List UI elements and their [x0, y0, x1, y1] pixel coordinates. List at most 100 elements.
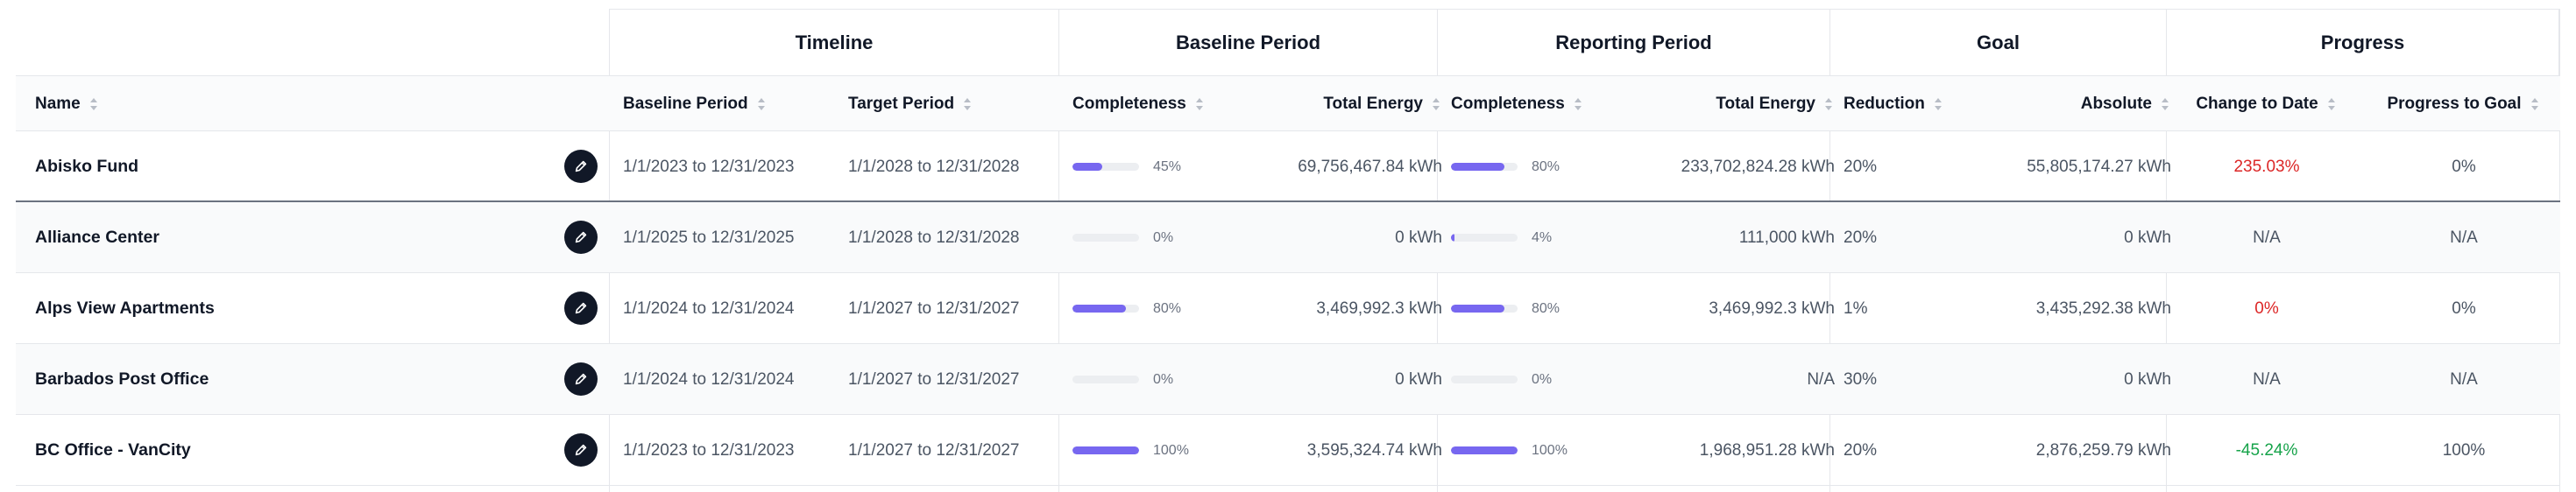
row-name: Alliance Center — [35, 228, 159, 247]
row-progress-to-goal: 0% — [2452, 157, 2476, 176]
sort-icon[interactable] — [2529, 96, 2541, 112]
progress-percent: 100% — [1532, 442, 1568, 458]
progress-percent: 0% — [1532, 371, 1553, 387]
table-row[interactable]: Abisko Fund 1/1/2023 to 12/31/2023 1/1/2… — [16, 131, 2560, 202]
pencil-icon — [575, 373, 587, 385]
baseline-completeness: 0% — [1072, 202, 1192, 273]
row-baseline-period: 1/1/2025 to 12/31/2025 — [623, 228, 795, 247]
group-header-timeline: Timeline — [609, 9, 1058, 75]
progress-bar-track — [1451, 376, 1518, 383]
column-header-label: Target Period — [848, 95, 955, 113]
row-target-period: 1/1/2028 to 12/31/2028 — [848, 228, 1020, 247]
column-header-absolute[interactable]: Absolute — [1996, 76, 2171, 132]
row-reduction: 30% — [1844, 369, 1878, 389]
row-reduction: 20% — [1844, 440, 1878, 460]
group-header-reporting: Reporting Period — [1437, 9, 1829, 75]
row-reduction: 20% — [1844, 228, 1878, 247]
edit-button[interactable] — [564, 362, 598, 396]
column-header-label: Completeness — [1451, 95, 1565, 113]
row-change-to-date: -45.24% — [2235, 440, 2298, 460]
column-header-baseline-completeness[interactable]: Completeness — [1072, 76, 1206, 132]
edit-button[interactable] — [564, 292, 598, 325]
progress-bar-track — [1072, 163, 1139, 171]
progress-bar-track — [1072, 376, 1139, 383]
row-name: Abisko Fund — [35, 157, 139, 176]
column-header-label: Change to Date — [2196, 95, 2318, 113]
row-target-period: 1/1/2027 to 12/31/2027 — [848, 369, 1020, 389]
progress-bar-fill — [1072, 163, 1103, 171]
row-target-period: 1/1/2028 to 12/31/2028 — [848, 157, 1020, 176]
baseline-completeness: 45% — [1072, 131, 1192, 202]
row-name: Alps View Apartments — [35, 299, 215, 318]
column-header-change-to-date[interactable]: Change to Date — [2166, 76, 2367, 132]
group-header-progress: Progress — [2166, 9, 2559, 75]
row-change-to-date: 0% — [2254, 299, 2279, 318]
pencil-icon — [575, 444, 587, 456]
group-header-baseline: Baseline Period — [1058, 9, 1437, 75]
progress-percent: 0% — [1153, 229, 1174, 245]
row-reporting-total-energy: 233,702,824.28 kWh — [1681, 157, 1835, 176]
reporting-completeness: 80% — [1451, 273, 1570, 344]
row-baseline-total-energy: 0 kWh — [1395, 369, 1442, 389]
column-header-reporting-total-energy[interactable]: Total Energy — [1654, 76, 1835, 132]
sort-icon[interactable] — [88, 96, 100, 112]
sort-icon[interactable] — [1932, 96, 1944, 112]
sort-icon[interactable] — [1822, 96, 1835, 112]
row-reporting-total-energy: 3,469,992.3 kWh — [1709, 299, 1835, 318]
edit-button[interactable] — [564, 221, 598, 254]
row-baseline-total-energy: 3,595,324.74 kWh — [1306, 440, 1442, 460]
sort-icon[interactable] — [755, 96, 768, 112]
row-baseline-period: 1/1/2024 to 12/31/2024 — [623, 369, 795, 389]
row-absolute: 3,435,292.38 kWh — [2035, 299, 2171, 318]
edit-button[interactable] — [564, 433, 598, 467]
row-change-to-date: N/A — [2253, 228, 2281, 247]
progress-bar-track — [1451, 305, 1518, 313]
row-change-to-date: 235.03% — [2233, 157, 2300, 176]
baseline-completeness: 0% — [1072, 344, 1192, 415]
group-header-goal: Goal — [1829, 9, 2166, 75]
row-absolute: 2,876,259.79 kWh — [2035, 440, 2171, 460]
progress-bar-fill — [1072, 305, 1126, 313]
progress-bar-track — [1072, 446, 1139, 454]
table-row[interactable]: Barbados Post Office 1/1/2024 to 12/31/2… — [16, 344, 2560, 415]
column-header-name[interactable]: Name — [35, 76, 100, 132]
column-header-baseline-period[interactable]: Baseline Period — [623, 76, 768, 132]
progress-bar-track — [1451, 234, 1518, 242]
sort-icon[interactable] — [1572, 96, 1584, 112]
progress-bar-fill — [1451, 234, 1454, 242]
baseline-completeness: 80% — [1072, 273, 1192, 344]
column-header-row: Name Baseline Period Target Period Compl… — [16, 75, 2560, 131]
row-progress-to-goal: 100% — [2442, 440, 2486, 460]
pencil-icon — [575, 302, 587, 314]
column-header-progress-to-goal[interactable]: Progress to Goal — [2367, 76, 2560, 132]
edit-button[interactable] — [564, 150, 598, 183]
table-row[interactable]: Alliance Center 1/1/2025 to 12/31/2025 1… — [16, 202, 2560, 273]
sort-icon[interactable] — [1430, 96, 1442, 112]
row-absolute: 0 kWh — [2124, 228, 2171, 247]
progress-percent: 100% — [1153, 442, 1189, 458]
column-header-label: Absolute — [2080, 95, 2152, 113]
row-target-period: 1/1/2027 to 12/31/2027 — [848, 299, 1020, 318]
column-header-baseline-total-energy[interactable]: Total Energy — [1260, 76, 1442, 132]
progress-bar-track — [1072, 234, 1139, 242]
progress-bar-fill — [1451, 163, 1504, 171]
table-row[interactable]: Alps View Apartments 1/1/2024 to 12/31/2… — [16, 273, 2560, 344]
table-row[interactable]: BC Office - VanCity 1/1/2023 to 12/31/20… — [16, 415, 2560, 486]
sort-icon[interactable] — [1193, 96, 1206, 112]
row-baseline-period: 1/1/2024 to 12/31/2024 — [623, 299, 795, 318]
column-header-target-period[interactable]: Target Period — [848, 76, 973, 132]
row-reporting-total-energy: 111,000 kWh — [1738, 228, 1835, 247]
progress-bar-fill — [1451, 446, 1518, 454]
sort-icon[interactable] — [2325, 96, 2338, 112]
row-reduction: 1% — [1844, 299, 1868, 318]
sort-icon[interactable] — [2159, 96, 2171, 112]
reporting-completeness: 4% — [1451, 202, 1570, 273]
progress-bar-track — [1072, 305, 1139, 313]
column-header-reduction[interactable]: Reduction — [1844, 76, 1944, 132]
row-progress-to-goal: N/A — [2450, 228, 2478, 247]
column-header-reporting-completeness[interactable]: Completeness — [1451, 76, 1584, 132]
sort-icon[interactable] — [961, 96, 973, 112]
progress-percent: 80% — [1532, 158, 1560, 174]
progress-bar-track — [1451, 446, 1518, 454]
